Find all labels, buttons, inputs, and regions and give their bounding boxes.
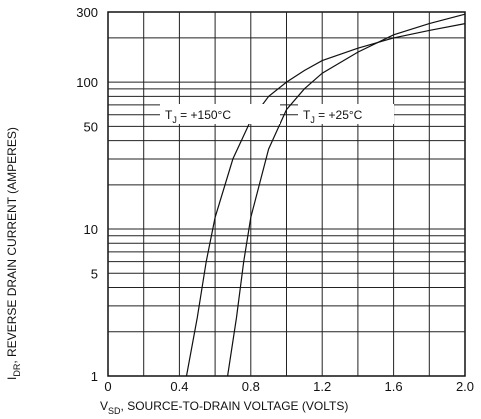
x-tick-label: 0.4: [170, 379, 188, 394]
y-tick-label: 50: [84, 119, 98, 134]
x-tick-label: 1.6: [385, 379, 403, 394]
y-tick-labels: 1 5 10 50 100 300: [76, 5, 98, 384]
x-axis-label: VSD, SOURCE-TO-DRAIN VOLTAGE (VOLTS): [100, 399, 348, 416]
series-line-1: [227, 13, 466, 377]
x-tick-label: 0: [104, 379, 111, 394]
y-tick-label: 1: [91, 369, 98, 384]
curves: [185, 13, 466, 377]
x-tick-label: 2.0: [456, 379, 474, 394]
x-tick-label: 1.2: [313, 379, 331, 394]
series-label-25: TJ = +25°C: [303, 108, 363, 125]
x-tick-labels: 0 0.4 0.8 1.2 1.6 2.0: [104, 379, 474, 394]
y-tick-label: 100: [76, 75, 98, 90]
label-bg-25: [298, 104, 394, 124]
y-tick-label: 300: [76, 5, 98, 20]
grid: [107, 11, 466, 377]
y-tick-label: 5: [91, 266, 98, 281]
y-axis-label: IDR, REVERSE DRAIN CURRENT (AMPERES): [5, 127, 22, 380]
label-bg-150: [160, 104, 280, 124]
series-label-150: TJ = +150°C: [165, 108, 231, 125]
series-line-0: [185, 23, 466, 377]
y-tick-label: 10: [84, 222, 98, 237]
x-tick-label: 0.8: [242, 379, 260, 394]
